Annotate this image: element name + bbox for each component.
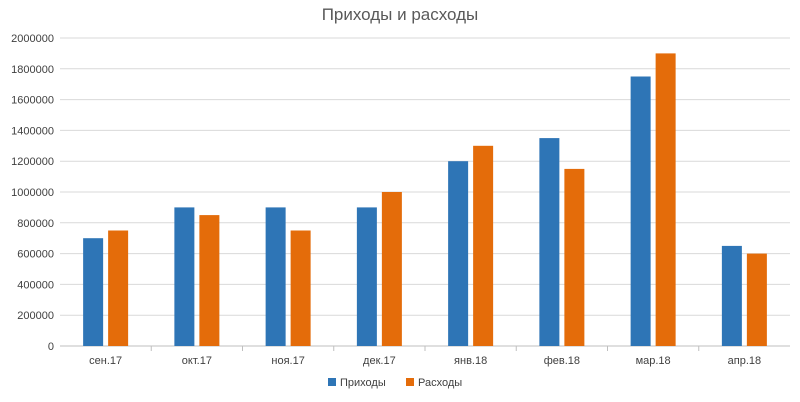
bar-expense-0 [108, 230, 129, 346]
x-tick-label: окт.17 [182, 355, 212, 367]
bar-income-4 [448, 161, 469, 346]
bar-expense-1 [199, 215, 220, 346]
y-tick-label: 1200000 [11, 156, 54, 168]
legend-label-income: Приходы [340, 377, 386, 389]
y-tick-label: 1800000 [11, 64, 54, 76]
y-tick-label: 2000000 [11, 33, 54, 45]
y-tick-label: 200000 [17, 310, 54, 322]
bar-income-5 [539, 138, 560, 346]
y-tick-label: 800000 [17, 218, 54, 230]
bar-income-0 [83, 238, 104, 346]
y-tick-label: 1400000 [11, 125, 54, 137]
bar-expense-5 [564, 168, 585, 346]
x-tick-label: сен.17 [89, 355, 122, 367]
x-tick-label: ноя.17 [271, 355, 304, 367]
x-tick-label: апр.18 [728, 355, 761, 367]
bar-expense-3 [381, 192, 402, 346]
bar-expense-6 [655, 53, 676, 347]
x-tick-label: дек.17 [363, 355, 396, 367]
bar-income-2 [265, 207, 286, 346]
legend-swatch-income [328, 378, 336, 386]
x-tick-label: мар.18 [636, 355, 671, 367]
y-tick-label: 1000000 [11, 187, 54, 199]
x-tick-label: фев.18 [544, 355, 580, 367]
legend-label-expense: Расходы [418, 377, 462, 389]
y-tick-label: 400000 [17, 279, 54, 291]
bar-income-7 [721, 245, 742, 346]
bar-expense-7 [746, 253, 767, 346]
y-tick-label: 1600000 [11, 95, 54, 107]
y-tick-label: 0 [48, 341, 54, 353]
legend-swatch-expense [406, 378, 414, 386]
bar-expense-2 [290, 230, 311, 346]
x-tick-label: янв.18 [454, 355, 487, 367]
bar-income-6 [630, 76, 651, 346]
bar-expense-4 [473, 145, 494, 346]
bar-income-1 [174, 207, 195, 346]
bar-income-3 [356, 207, 377, 346]
y-tick-label: 600000 [17, 249, 54, 261]
chart-title: Приходы и расходы [321, 5, 479, 24]
